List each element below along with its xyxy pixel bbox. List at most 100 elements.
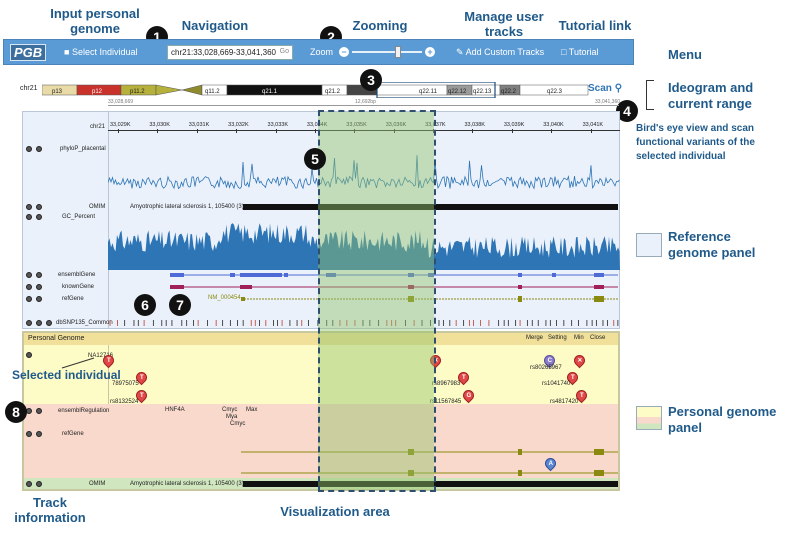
ruler-tick (551, 129, 553, 133)
phylop-settings-icon[interactable] (36, 146, 42, 152)
known-settings-icon[interactable] (36, 284, 42, 290)
dbsnp-track[interactable] (108, 318, 620, 328)
ruler-tick-label: 33,030K (149, 122, 170, 128)
selected-individual-annotation: Selected individual (12, 368, 121, 382)
personal-omim-settings-icon[interactable] (36, 481, 42, 487)
ideogram-centromere (155, 84, 183, 96)
personal-refgene-features[interactable] (108, 444, 620, 480)
ruler-tick (433, 129, 435, 133)
snp-label-5: rs80265967 (530, 365, 562, 371)
ruler-tick-label: 33,035K (346, 122, 367, 128)
ruler-line (108, 130, 620, 131)
ensembl-settings-icon[interactable] (36, 272, 42, 278)
ruler-tick (511, 129, 513, 133)
gc-remove-icon[interactable] (26, 214, 32, 220)
known-remove-icon[interactable] (26, 284, 32, 290)
menu-bar: PGB ■ Select Individual chr21:33,028,669… (3, 39, 634, 65)
personal-omim-remove-icon[interactable] (26, 481, 32, 487)
omim-feature-bar[interactable] (243, 204, 618, 210)
snp-label-3: rs8967983 (432, 381, 461, 387)
zoom-in-icon[interactable]: + (425, 47, 435, 57)
number-8-marker: 8 (5, 401, 27, 423)
refgene-remove-icon[interactable] (26, 296, 32, 302)
ensembl-remove-icon[interactable] (26, 272, 32, 278)
gc-settings-icon[interactable] (36, 214, 42, 220)
min-button[interactable]: Min (574, 335, 584, 341)
zoom-slider-track[interactable] (352, 51, 422, 53)
personal-omim-track-name: OMIM (89, 481, 106, 487)
navigation-input[interactable]: chr21:33,028,669-33,041,360 Go (167, 45, 293, 60)
visualization-highlight (318, 112, 434, 490)
ruler-tick (393, 129, 395, 133)
dbsnp-settings-icon[interactable] (36, 320, 42, 326)
edit-icon: ✎ (456, 47, 464, 57)
snp-label-4: rs11567845 (430, 399, 462, 405)
regulation-track-name: ensemblRegulation (58, 408, 110, 414)
ruler-tick (236, 129, 238, 133)
ruler-tick (118, 129, 119, 133)
scan-button[interactable]: Scan ⚲ (588, 83, 623, 94)
snp-label-7: rs4817420 (550, 399, 579, 405)
ruler-tick (472, 129, 474, 133)
zoom-out-icon[interactable]: − (339, 47, 349, 57)
personal-refgene-remove-icon[interactable] (26, 431, 32, 437)
individual-id-label: NA12716 (88, 353, 114, 359)
ideogram-annotation: Ideogram and current range (668, 80, 754, 111)
gc-signal (108, 223, 620, 270)
reference-legend-swatch (636, 233, 662, 257)
ideogram[interactable]: p13 p12 p11.2 q11.2 q21.1 q21.2 q22.11 q… (42, 82, 590, 98)
ruler-tick (314, 129, 316, 133)
select-individual-button[interactable]: ■ Select Individual (64, 47, 138, 57)
refgene-settings-icon[interactable] (36, 296, 42, 302)
band-label-q22-3: q22.3 (547, 89, 563, 95)
ruler-tick (354, 129, 356, 133)
personal-omim-bar[interactable] (243, 481, 618, 487)
personal-omim-label: Amyotrophic lateral sclerosis 1, 105400 … (130, 481, 244, 487)
regulation-settings-icon[interactable] (36, 408, 42, 414)
merge-button[interactable]: Merge (526, 335, 544, 341)
ensembl-gene-track[interactable] (108, 270, 620, 280)
phylop-signal-line (108, 155, 620, 190)
known-gene-track[interactable] (108, 282, 620, 292)
dbsnp-remove-icon[interactable] (26, 320, 32, 326)
zoom-slider-handle[interactable] (395, 46, 401, 58)
close-button[interactable]: Close (590, 335, 606, 341)
range-line (108, 105, 619, 106)
setting-button[interactable]: Setting (548, 335, 567, 341)
zoom-label: Zoom (310, 47, 334, 57)
phylop-signal (108, 155, 620, 190)
refgene-feature-label: NM_000454 (208, 295, 241, 301)
ruler-tick-label: 33,031K (188, 122, 210, 128)
dbsnp-info-icon[interactable] (46, 320, 52, 326)
personal-panel-annotation: Personal genome panel (668, 404, 777, 435)
regulation-label-hnf4a: HNF4A (165, 407, 185, 413)
ruler-tick-label: 33,040K (543, 122, 564, 128)
visualization-area-annotation: Visualization area (280, 504, 390, 519)
navigation-go-button[interactable]: Go (279, 48, 289, 55)
ensembl-track-name: ensemblGene (58, 272, 96, 278)
manage-tracks-annotation: Manage user tracks (464, 9, 544, 39)
number-3-marker: 3 (360, 69, 382, 91)
refgene-track-name: refGene (62, 296, 84, 302)
number-7-marker: 7 (169, 294, 191, 316)
phylop-remove-icon[interactable] (26, 146, 32, 152)
personal-remove-icon[interactable] (26, 352, 32, 358)
omim-remove-icon[interactable] (26, 204, 32, 210)
refgene-track[interactable] (108, 294, 620, 304)
snp-label-2: rs8132524 (110, 399, 139, 405)
omim-track-name: OMIM (89, 204, 106, 210)
omim-settings-icon[interactable] (36, 204, 42, 210)
reference-track-divider (108, 111, 109, 329)
regulation-label-cmyc: Cmyc (222, 407, 238, 413)
ideogram-current-range (376, 82, 496, 98)
tutorial-link-annotation: Tutorial link (558, 18, 632, 33)
zooming-annotation: Zooming (352, 18, 408, 33)
tutorial-button[interactable]: □ Tutorial (561, 47, 599, 57)
range-left-label: 33,028,669 (108, 99, 134, 105)
ruler-tick (275, 129, 277, 133)
add-custom-tracks-button[interactable]: ✎ Add Custom Tracks (456, 47, 545, 57)
personal-title: Personal Genome (28, 335, 85, 342)
input-genome-annotation: Input personal genome (50, 6, 140, 36)
personal-refgene-settings-icon[interactable] (36, 431, 42, 437)
regulation-label-cmyc-2: Cmyc (230, 421, 246, 427)
